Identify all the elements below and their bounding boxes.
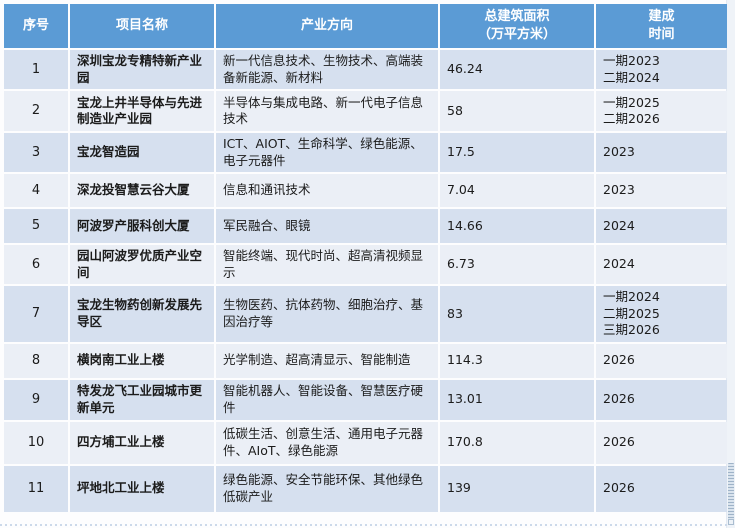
completion-time: 2023 xyxy=(596,174,727,207)
project-name: 宝龙生物药创新发展先导区 xyxy=(70,286,214,342)
table-row: 7 宝龙生物药创新发展先导区 生物医药、抗体药物、细胞治疗、基因治疗等 83 一… xyxy=(4,286,727,342)
row-index: 8 xyxy=(4,343,68,378)
project-name: 园山阿波罗优质产业空间 xyxy=(70,245,214,284)
total-area: 46.24 xyxy=(440,50,594,89)
row-index: 6 xyxy=(4,245,68,284)
table-row: 1 深圳宝龙专精特新产业园 新一代信息技术、生物技术、高端装备新能源、新材料 4… xyxy=(4,50,727,89)
project-name: 特发龙飞工业园城市更新单元 xyxy=(70,379,214,420)
completion-time: 2026 xyxy=(596,421,727,464)
total-area: 83 xyxy=(440,286,594,342)
industry-direction: 生物医药、抗体药物、细胞治疗、基因治疗等 xyxy=(216,286,438,342)
table-row: 2 宝龙上井半导体与先进制造业产业园 半导体与集成电路、新一代电子信息技术 58… xyxy=(4,91,727,131)
total-area: 58 xyxy=(440,91,594,131)
total-area: 14.66 xyxy=(440,209,594,243)
col-header-project-name: 项目名称 xyxy=(70,4,214,48)
row-index: 7 xyxy=(4,286,68,342)
industry-direction: 半导体与集成电路、新一代电子信息技术 xyxy=(216,91,438,131)
total-area: 170.8 xyxy=(440,421,594,464)
table-row: 9 特发龙飞工业园城市更新单元 智能机器人、智能设备、智慧医疗硬件 13.01 … xyxy=(4,379,727,420)
industry-direction: 低碳生活、创意生活、通用电子元器件、AIoT、绿色能源 xyxy=(216,421,438,464)
completion-time: 2024 xyxy=(596,209,727,243)
project-name: 宝龙上井半导体与先进制造业产业园 xyxy=(70,91,214,131)
completion-time: 2024 xyxy=(596,245,727,284)
industry-direction: 光学制造、超高清显示、智能制造 xyxy=(216,343,438,378)
table-row: 10 四方埔工业上楼 低碳生活、创意生活、通用电子元器件、AIoT、绿色能源 1… xyxy=(4,421,727,464)
bottom-dotted-edge xyxy=(0,524,727,526)
project-name: 坪地北工业上楼 xyxy=(70,465,214,512)
row-index: 4 xyxy=(4,174,68,207)
completion-time: 一期2025 二期2026 xyxy=(596,91,727,131)
row-index: 11 xyxy=(4,465,68,512)
completion-time: 一期2023 二期2024 xyxy=(596,50,727,89)
table-row: 8 横岗南工业上楼 光学制造、超高清显示、智能制造 114.3 2026 xyxy=(4,343,727,378)
project-name: 深圳宝龙专精特新产业园 xyxy=(70,50,214,89)
total-area: 17.5 xyxy=(440,133,594,172)
completion-time: 2026 xyxy=(596,465,727,512)
row-index: 2 xyxy=(4,91,68,131)
project-name: 四方埔工业上楼 xyxy=(70,421,214,464)
total-area: 6.73 xyxy=(440,245,594,284)
col-header-industry: 产业方向 xyxy=(216,4,438,48)
table-row: 11 坪地北工业上楼 绿色能源、安全节能环保、其他绿色低碳产业 139 2026 xyxy=(4,465,727,512)
total-area: 7.04 xyxy=(440,174,594,207)
scrollbar-fragment[interactable] xyxy=(728,463,734,521)
industry-direction: 军民融合、眼镜 xyxy=(216,209,438,243)
completion-time: 2026 xyxy=(596,343,727,378)
industry-direction: 智能终端、现代时尚、超高清视频显示 xyxy=(216,245,438,284)
row-index: 10 xyxy=(4,421,68,464)
col-header-completion: 建成 时间 xyxy=(596,4,727,48)
row-index: 1 xyxy=(4,50,68,89)
projects-table: 序号 项目名称 产业方向 总建筑面积 （万平方米） 建成 时间 1 深圳宝龙专精… xyxy=(2,2,729,514)
col-header-index: 序号 xyxy=(4,4,68,48)
row-index: 3 xyxy=(4,133,68,172)
table-row: 3 宝龙智造园 ICT、AIOT、生命科学、绿色能源、电子元器件 17.5 20… xyxy=(4,133,727,172)
total-area: 13.01 xyxy=(440,379,594,420)
completion-time: 一期2024 二期2025 三期2026 xyxy=(596,286,727,342)
col-header-area: 总建筑面积 （万平方米） xyxy=(440,4,594,48)
table-row: 6 园山阿波罗优质产业空间 智能终端、现代时尚、超高清视频显示 6.73 202… xyxy=(4,245,727,284)
table-row: 5 阿波罗产服科创大厦 军民融合、眼镜 14.66 2024 xyxy=(4,209,727,243)
industry-direction: ICT、AIOT、生命科学、绿色能源、电子元器件 xyxy=(216,133,438,172)
total-area: 139 xyxy=(440,465,594,512)
row-index: 5 xyxy=(4,209,68,243)
industry-direction: 智能机器人、智能设备、智慧医疗硬件 xyxy=(216,379,438,420)
header-row: 序号 项目名称 产业方向 总建筑面积 （万平方米） 建成 时间 xyxy=(4,4,727,48)
project-name: 深龙投智慧云谷大厦 xyxy=(70,174,214,207)
completion-time: 2026 xyxy=(596,379,727,420)
total-area: 114.3 xyxy=(440,343,594,378)
project-name: 阿波罗产服科创大厦 xyxy=(70,209,214,243)
industry-direction: 新一代信息技术、生物技术、高端装备新能源、新材料 xyxy=(216,50,438,89)
scrollbar-end-cap[interactable] xyxy=(728,519,734,525)
project-name: 横岗南工业上楼 xyxy=(70,343,214,378)
completion-time: 2023 xyxy=(596,133,727,172)
industry-direction: 信息和通讯技术 xyxy=(216,174,438,207)
project-name: 宝龙智造园 xyxy=(70,133,214,172)
industry-direction: 绿色能源、安全节能环保、其他绿色低碳产业 xyxy=(216,465,438,512)
table-row: 4 深龙投智慧云谷大厦 信息和通讯技术 7.04 2023 xyxy=(4,174,727,207)
row-index: 9 xyxy=(4,379,68,420)
